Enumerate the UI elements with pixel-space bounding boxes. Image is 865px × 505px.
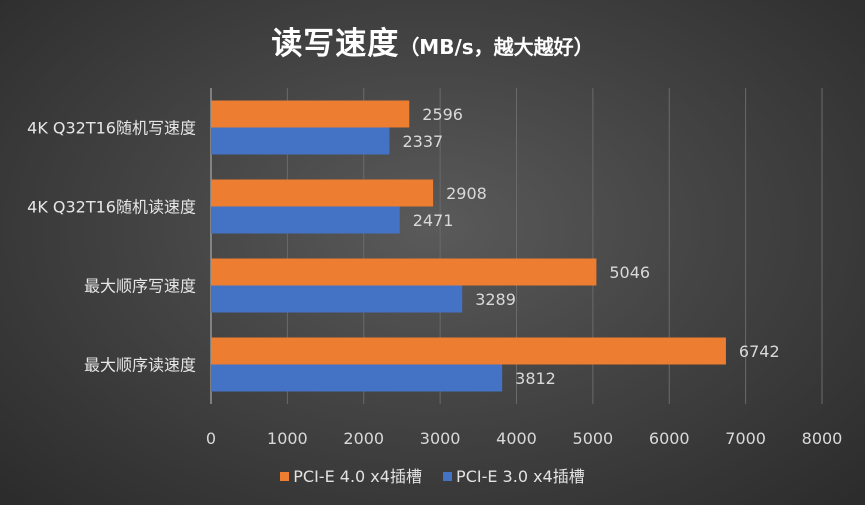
x-tick-label: 7000 <box>725 429 766 448</box>
legend-swatch-pcie3 <box>443 472 453 481</box>
bar-pcie4-2 <box>211 258 597 286</box>
bar-pcie4-3 <box>211 337 726 365</box>
bar-pcie3-0 <box>211 127 390 155</box>
chart-title-sub: （MB/s，越大越好） <box>399 35 594 59</box>
data-label: 2908 <box>446 184 487 203</box>
data-label: 3289 <box>475 290 516 309</box>
category-label: 4K Q32T16随机读速度 <box>27 198 196 217</box>
data-label: 2471 <box>413 211 454 230</box>
bar-pcie3-3 <box>211 364 503 392</box>
x-tick-label: 2000 <box>343 429 384 448</box>
bar-pcie3-2 <box>211 285 463 313</box>
x-tick-label: 8000 <box>802 429 843 448</box>
data-label: 5046 <box>609 263 650 282</box>
x-tick-label: 6000 <box>649 429 690 448</box>
bar-pcie3-1 <box>211 206 400 234</box>
data-label: 2596 <box>422 105 463 124</box>
bar-pcie4-1 <box>211 179 434 207</box>
legend-item-pcie3: PCI-E 3.0 x4插槽 <box>443 463 585 487</box>
category-label: 4K Q32T16随机写速度 <box>27 119 196 138</box>
legend-swatch-pcie4 <box>280 472 290 481</box>
chart-title: 读写速度（MB/s，越大越好） <box>0 18 865 63</box>
legend: PCI-E 4.0 x4插槽 PCI-E 3.0 x4插槽 <box>0 463 865 487</box>
x-tick-label: 1000 <box>267 429 308 448</box>
chart-title-main: 读写速度 <box>271 26 400 62</box>
x-tick-label: 4000 <box>496 429 537 448</box>
legend-label-pcie4: PCI-E 4.0 x4插槽 <box>293 467 422 486</box>
data-label: 2337 <box>402 132 443 151</box>
data-label: 6742 <box>739 342 780 361</box>
legend-item-pcie4: PCI-E 4.0 x4插槽 <box>280 463 422 487</box>
x-tick-label: 5000 <box>573 429 614 448</box>
category-label: 最大顺序读速度 <box>84 356 196 375</box>
data-label: 3812 <box>515 369 556 388</box>
legend-label-pcie3: PCI-E 3.0 x4插槽 <box>456 467 585 486</box>
x-tick-label: 0 <box>206 429 216 448</box>
bar-pcie4-0 <box>211 100 410 128</box>
category-label: 最大顺序写速度 <box>84 277 196 296</box>
x-tick-label: 3000 <box>420 429 461 448</box>
